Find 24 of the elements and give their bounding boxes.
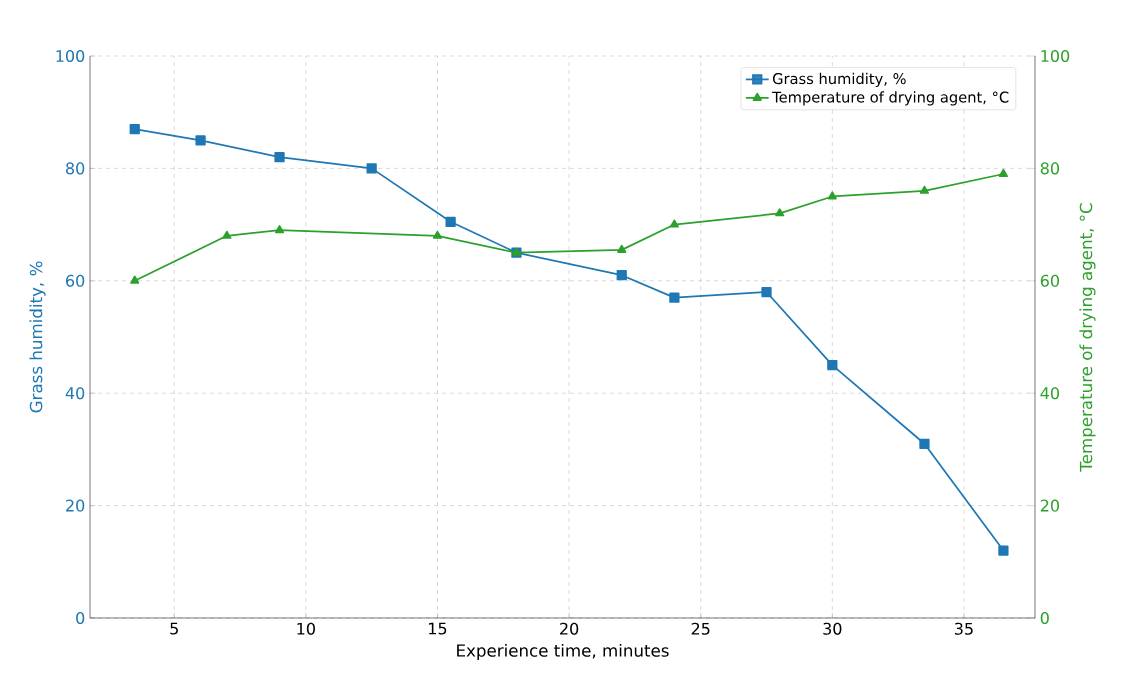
y2-tick-label: 20 xyxy=(1040,499,1060,512)
x-tick-label: 35 xyxy=(954,622,973,635)
y2-tick-label: 60 xyxy=(1040,274,1060,287)
x-tick-label: 10 xyxy=(297,622,315,635)
legend-label: Grass humidity, % xyxy=(772,72,906,88)
y-tick-label: 80 xyxy=(66,162,85,175)
y2-axis-title: Temperature of drying agent, °C xyxy=(1079,203,1096,472)
legend-label: Temperature of drying agent, °C xyxy=(772,91,1009,106)
y-tick-label: 60 xyxy=(66,274,85,287)
y-tick-label: 40 xyxy=(65,387,85,400)
y-axis-title: Grass humidity, % xyxy=(29,261,46,413)
y2-tick-label: 40 xyxy=(1040,387,1060,400)
y2-tick-label: 100 xyxy=(1041,49,1070,63)
y2-tick-label: 80 xyxy=(1040,162,1060,175)
x-tick-label: 5 xyxy=(170,622,178,635)
y-tick-label: 100 xyxy=(56,49,85,63)
y-tick-label: 20 xyxy=(66,499,85,512)
x-tick-label: 20 xyxy=(560,622,579,635)
x-tick-label: 15 xyxy=(429,622,447,635)
x-tick-label: 25 xyxy=(691,622,710,635)
y-tick-label: 0 xyxy=(76,611,85,625)
y2-tick-label: 0 xyxy=(1040,611,1049,625)
x-axis-title: Experience time, minutes xyxy=(457,643,669,661)
x-tick-label: 30 xyxy=(823,622,842,635)
